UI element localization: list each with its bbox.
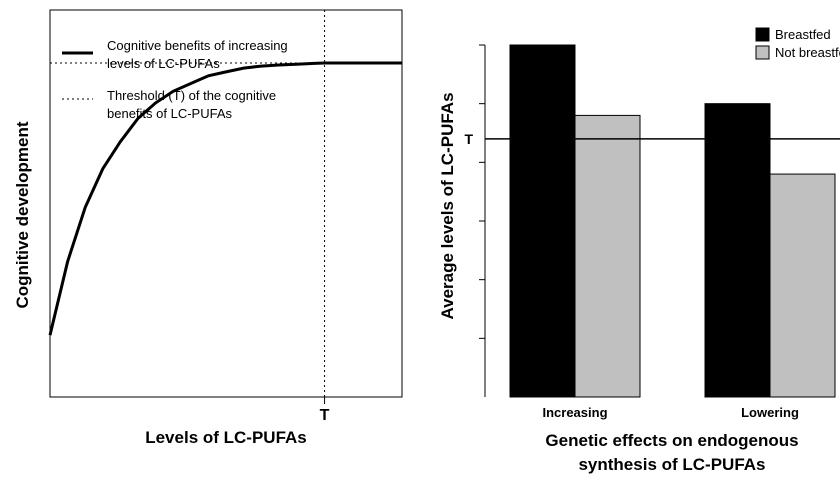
left-plot-frame (49, 9, 403, 398)
legend-swatch-not-breastfed (755, 45, 770, 60)
legend-dotted-line-label-2: benefits of LC-PUFAs (107, 106, 232, 121)
bar-lowering-breastfed (704, 103, 771, 398)
bar-lowering-not-breastfed (769, 173, 836, 398)
legend-solid-line-label-2: levels of LC-PUFAs (107, 56, 220, 71)
legend-solid-line-label-1: Cognitive benefits of increasing (107, 38, 288, 53)
left-line-chart: T Cognitive benefits of increasing level… (13, 9, 403, 447)
threshold-tick-label-t: T (464, 131, 473, 147)
right-bar-chart: T Increasing Lowering Breastfed Not breas… (438, 27, 840, 474)
right-x-axis-label-line-2: synthesis of LC-PUFAs (578, 455, 765, 474)
category-label-increasing: Increasing (542, 405, 607, 420)
left-y-axis-label: Cognitive development (13, 121, 32, 308)
legend-label-not-breastfed: Not breastfed (775, 45, 840, 60)
legend-label-breastfed: Breastfed (775, 27, 831, 42)
right-legend: Breastfed Not breastfed (755, 27, 840, 60)
x-tick-label-t: T (320, 407, 330, 424)
bar-increasing-breastfed (509, 44, 576, 398)
right-x-axis-label-line-1: Genetic effects on endogenous (545, 431, 798, 450)
legend-dotted-line-label-1: Threshold (T) of the cognitive (107, 88, 276, 103)
bar-increasing-not-breastfed (574, 114, 641, 398)
right-y-axis-label: Average levels of LC-PUFAs (438, 92, 457, 319)
right-bars (509, 44, 836, 398)
left-legend: Cognitive benefits of increasing levels … (62, 38, 288, 121)
cognitive-benefit-curve (48, 61, 402, 336)
left-x-axis-label: Levels of LC-PUFAs (145, 428, 307, 447)
category-label-lowering: Lowering (741, 405, 799, 420)
category-labels: Increasing Lowering (542, 405, 798, 420)
right-y-ticks (479, 44, 485, 339)
legend-swatch-breastfed (755, 27, 770, 42)
